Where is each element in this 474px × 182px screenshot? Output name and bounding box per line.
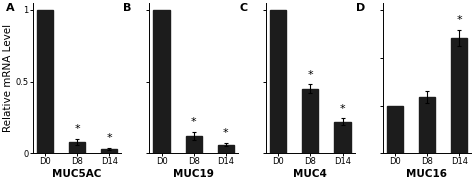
X-axis label: MUC19: MUC19 [173, 169, 214, 179]
Bar [451, 38, 467, 153]
Bar [270, 10, 286, 153]
Bar [218, 145, 234, 153]
Bar [37, 10, 53, 153]
X-axis label: MUC4: MUC4 [293, 169, 327, 179]
Bar [335, 122, 351, 153]
Text: B: B [123, 3, 131, 13]
Text: *: * [308, 70, 313, 80]
Text: *: * [191, 117, 197, 127]
Text: *: * [107, 133, 112, 143]
Bar [69, 142, 85, 153]
Bar [154, 10, 170, 153]
Y-axis label: Relative mRNA Level: Relative mRNA Level [3, 24, 13, 132]
Text: C: C [239, 3, 248, 13]
Text: D: D [356, 3, 365, 13]
Bar [419, 97, 435, 153]
X-axis label: MUC16: MUC16 [407, 169, 447, 179]
Bar [387, 106, 403, 153]
Text: *: * [74, 124, 80, 134]
Bar [186, 136, 202, 153]
Text: *: * [223, 128, 229, 139]
X-axis label: MUC5AC: MUC5AC [53, 169, 102, 179]
Bar [302, 89, 319, 153]
Text: *: * [456, 15, 462, 25]
Text: A: A [6, 3, 15, 13]
Bar [101, 149, 118, 153]
Text: *: * [340, 104, 346, 114]
